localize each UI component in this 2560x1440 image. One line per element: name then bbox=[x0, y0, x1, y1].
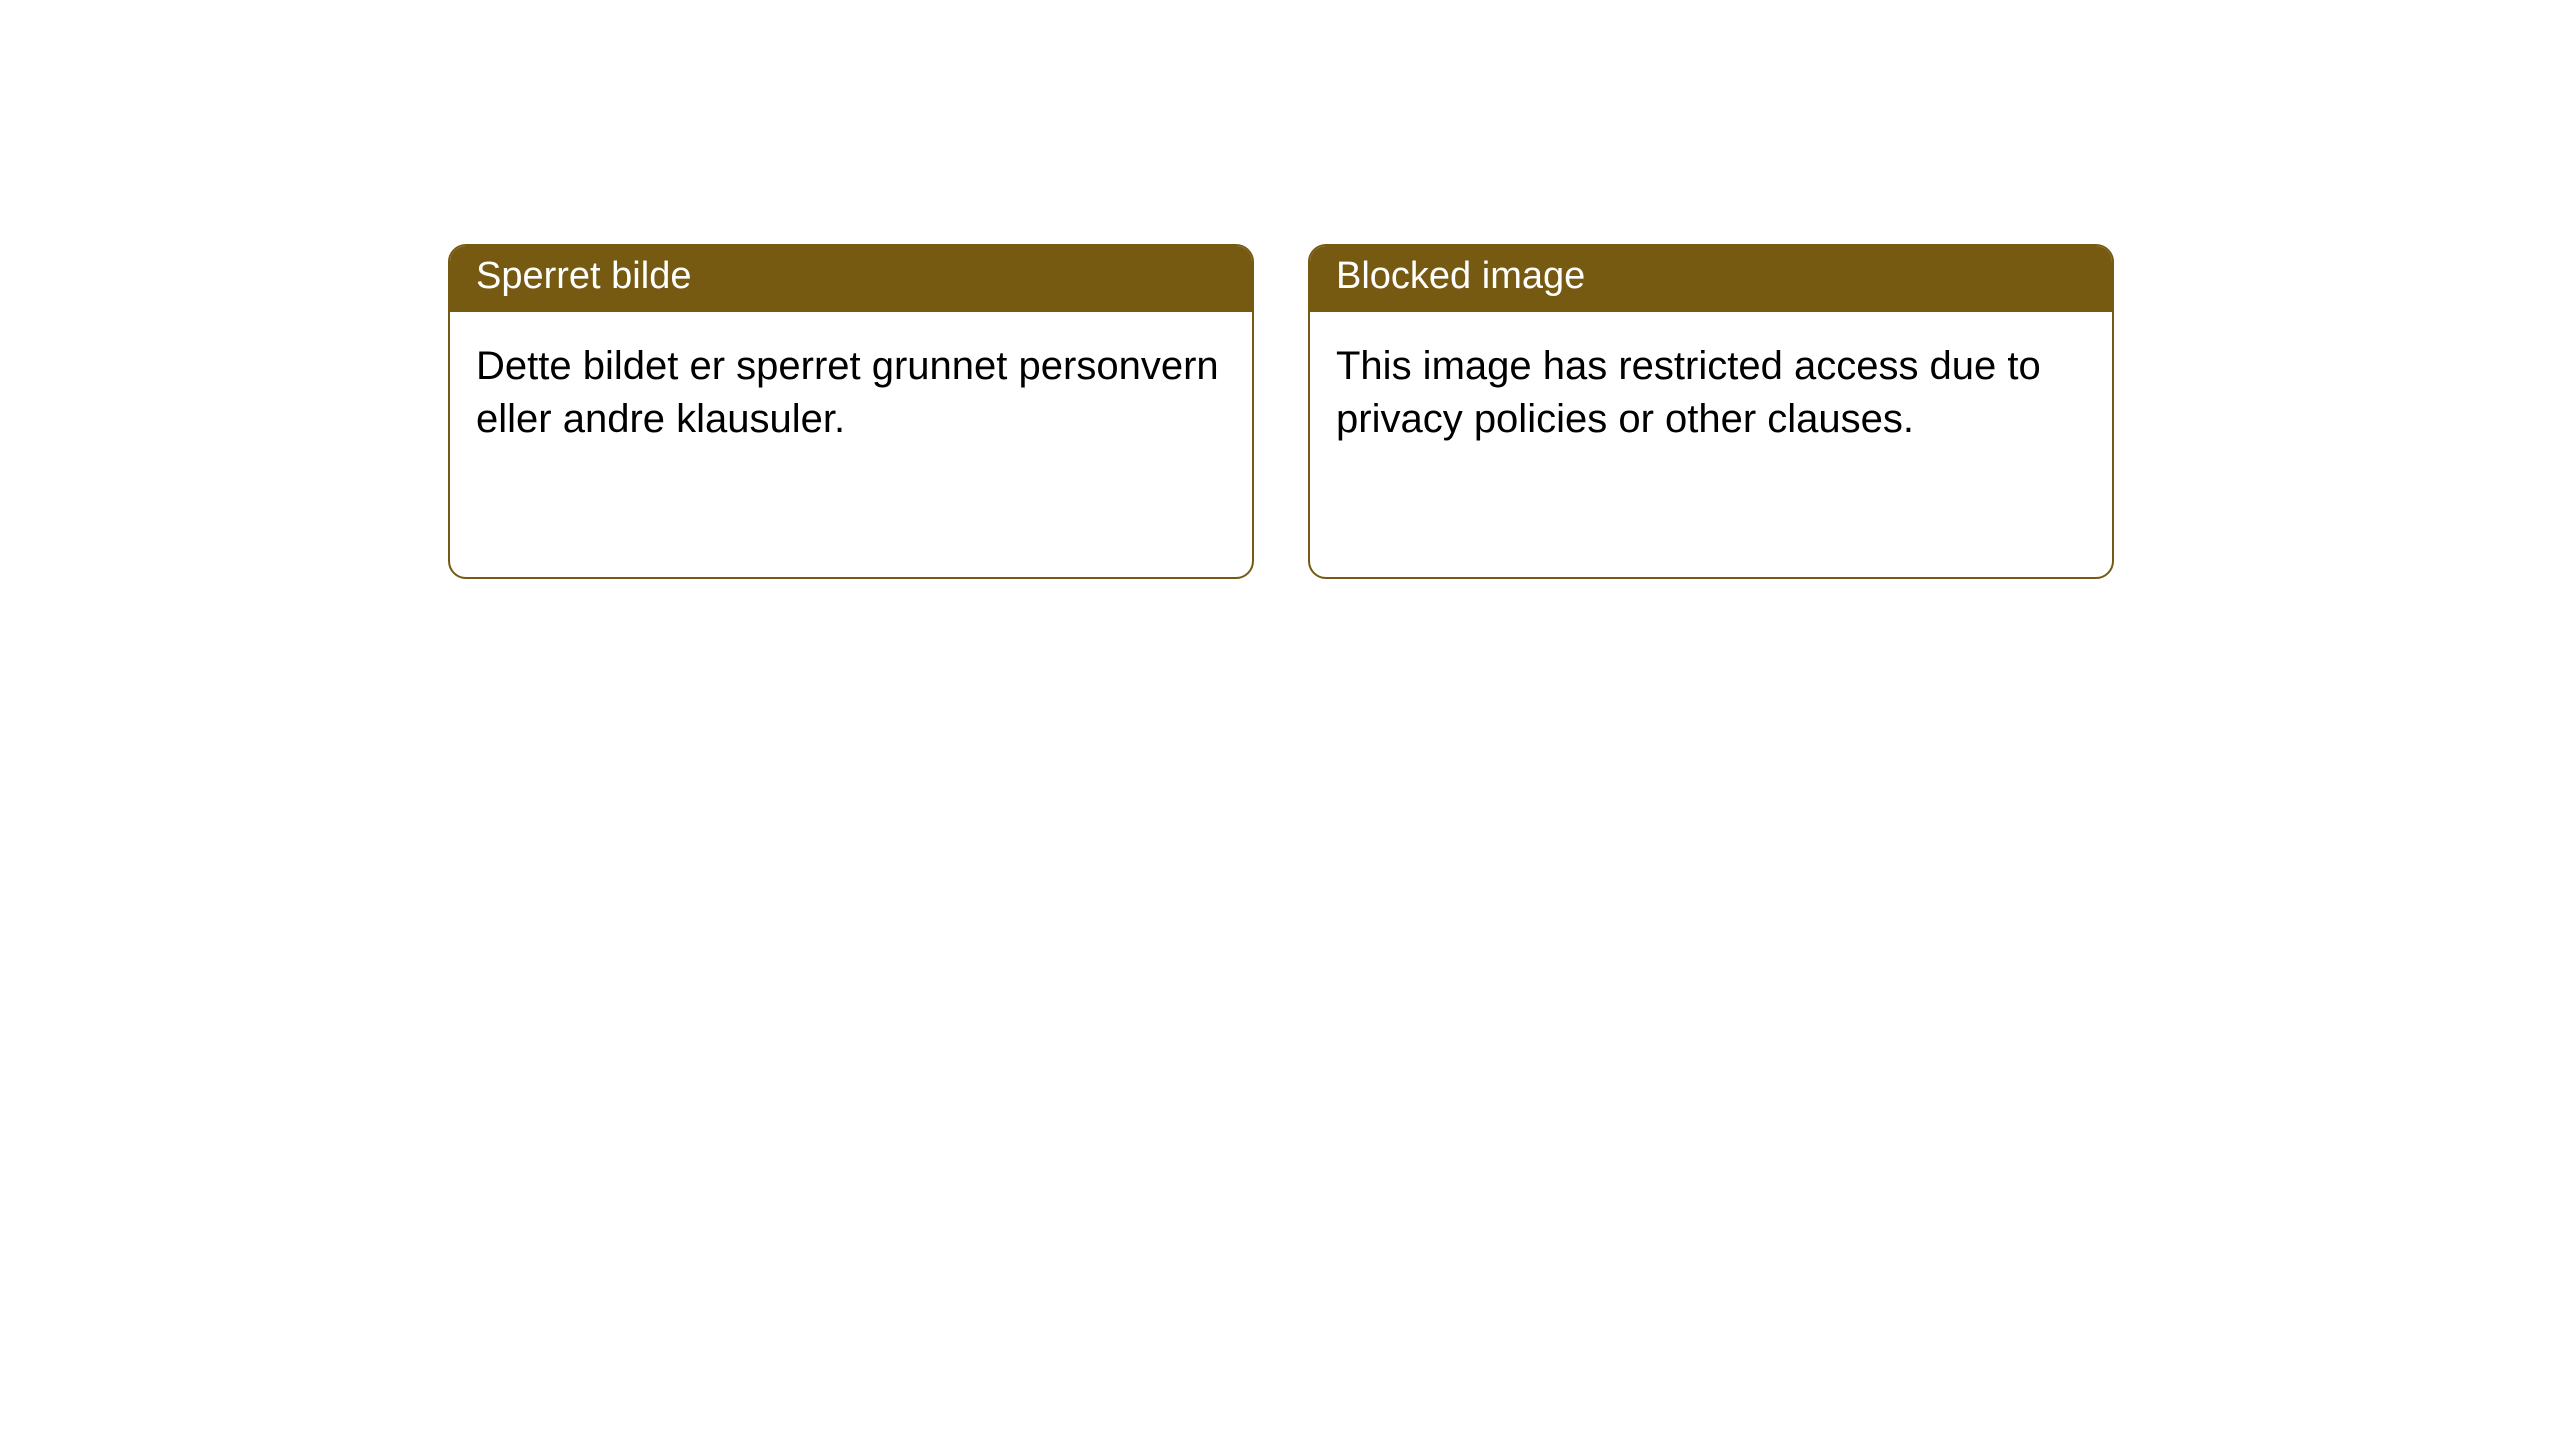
blocked-image-card-en: Blocked image This image has restricted … bbox=[1308, 244, 2114, 579]
cards-container: Sperret bilde Dette bildet er sperret gr… bbox=[448, 244, 2114, 579]
card-body: This image has restricted access due to … bbox=[1310, 312, 2112, 472]
card-header: Blocked image bbox=[1310, 246, 2112, 312]
card-header: Sperret bilde bbox=[450, 246, 1252, 312]
blocked-image-card-no: Sperret bilde Dette bildet er sperret gr… bbox=[448, 244, 1254, 579]
card-body: Dette bildet er sperret grunnet personve… bbox=[450, 312, 1252, 472]
